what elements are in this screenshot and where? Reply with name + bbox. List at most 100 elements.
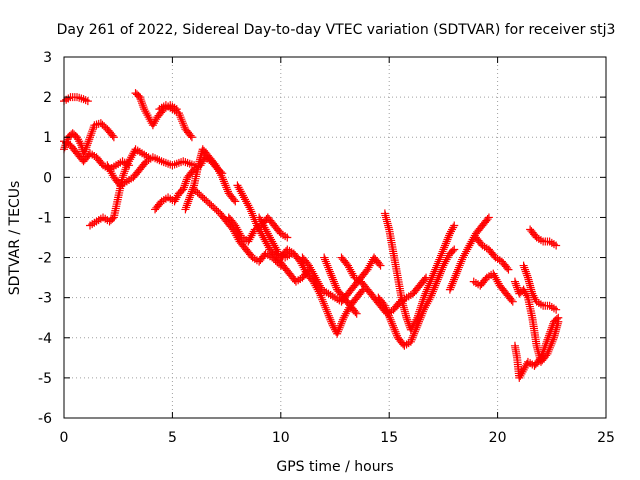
data-point <box>520 263 529 272</box>
data-point <box>109 133 118 142</box>
data-point <box>519 365 528 374</box>
data-point <box>265 233 274 242</box>
data-point <box>217 171 226 180</box>
data-point <box>148 121 157 130</box>
data-point <box>439 245 448 254</box>
data-point <box>425 279 434 288</box>
data-point <box>81 145 90 154</box>
data-point <box>357 287 366 296</box>
data-point <box>107 169 116 178</box>
data-point <box>322 305 331 314</box>
data-point <box>436 251 445 260</box>
data-point <box>442 255 451 264</box>
data-point <box>339 313 348 322</box>
data-point <box>444 233 453 242</box>
data-point <box>128 151 137 160</box>
data-point <box>229 195 238 204</box>
data-point <box>335 323 344 332</box>
data-point <box>260 223 269 232</box>
data-point <box>236 187 245 196</box>
data-point <box>267 235 276 244</box>
y-tick-label: 1 <box>43 130 52 146</box>
data-point <box>103 161 112 170</box>
data-point <box>326 315 335 324</box>
data-point <box>515 373 524 382</box>
data-point <box>463 245 472 254</box>
data-point <box>232 223 241 232</box>
series-s3 <box>60 137 134 174</box>
data-point <box>522 291 531 300</box>
data-point <box>441 241 450 250</box>
data-point <box>247 231 256 240</box>
data-point <box>387 317 396 326</box>
data-point <box>429 269 438 278</box>
x-tick-label: 15 <box>380 430 398 446</box>
data-point <box>352 309 361 318</box>
data-point <box>180 181 189 190</box>
data-point <box>322 259 331 268</box>
data-point <box>256 215 265 224</box>
y-tick-label: -1 <box>38 210 52 226</box>
data-point <box>83 141 92 150</box>
data-point <box>345 263 354 272</box>
data-point <box>344 261 353 270</box>
data-point <box>233 181 242 190</box>
data-point <box>140 105 149 114</box>
data-point <box>287 249 296 258</box>
data-point <box>319 299 328 308</box>
data-point <box>436 253 445 262</box>
data-point <box>409 331 418 340</box>
data-point <box>521 361 530 370</box>
data-point <box>85 135 94 144</box>
data-point <box>213 165 222 174</box>
data-point <box>338 317 347 326</box>
data-point <box>185 195 194 204</box>
data-point <box>503 263 512 272</box>
data-point <box>552 305 561 314</box>
y-tick-label: -6 <box>38 411 52 427</box>
data-point <box>403 317 412 326</box>
data-point <box>448 279 457 288</box>
data-point <box>421 289 430 298</box>
data-point <box>432 261 441 270</box>
data-point <box>244 237 253 246</box>
data-point <box>135 93 144 102</box>
data-point <box>242 197 251 206</box>
data-point <box>181 205 190 214</box>
data-point <box>452 269 461 278</box>
data-point <box>420 291 429 300</box>
data-point <box>544 347 553 356</box>
data-point <box>492 275 501 284</box>
data-point <box>392 329 401 338</box>
data-point <box>118 173 127 182</box>
data-point <box>73 93 82 102</box>
data-point <box>75 137 84 146</box>
data-point <box>440 259 449 268</box>
data-point <box>221 181 230 190</box>
data-point <box>414 311 423 320</box>
data-point <box>222 183 231 192</box>
series-s7 <box>155 101 196 142</box>
data-point <box>138 99 147 108</box>
data-point <box>174 109 183 118</box>
data-point <box>125 157 134 166</box>
data-point <box>448 246 457 255</box>
data-point <box>443 235 452 244</box>
data-point <box>446 227 455 236</box>
data-point <box>182 203 191 212</box>
x-tick-label: 25 <box>597 430 615 446</box>
data-point <box>257 217 266 226</box>
data-point <box>269 239 278 248</box>
data-point <box>149 119 158 128</box>
data-point <box>142 109 151 118</box>
data-point <box>449 275 458 284</box>
plot-frame <box>63 56 607 419</box>
data-point <box>108 214 117 223</box>
series-s24 <box>510 277 563 366</box>
data-point <box>432 263 441 272</box>
data-point <box>82 143 91 152</box>
data-point <box>179 183 188 192</box>
data-point <box>456 259 465 268</box>
data-point <box>319 297 328 306</box>
